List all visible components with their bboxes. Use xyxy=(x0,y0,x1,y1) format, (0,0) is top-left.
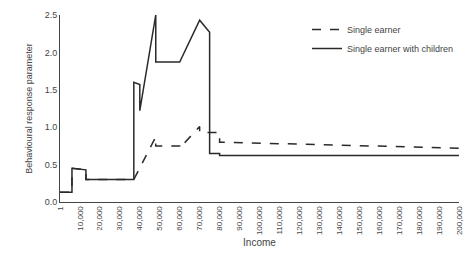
svg-text:30,000: 30,000 xyxy=(115,206,124,231)
svg-text:160,000: 160,000 xyxy=(375,206,384,235)
svg-text:Single earner: Single earner xyxy=(347,25,401,35)
svg-text:0.0: 0.0 xyxy=(45,197,58,207)
svg-text:1: 1 xyxy=(56,206,65,211)
svg-text:80,000: 80,000 xyxy=(215,206,224,231)
svg-text:130,000: 130,000 xyxy=(315,206,324,235)
svg-text:100,000: 100,000 xyxy=(255,206,264,235)
svg-text:110,000: 110,000 xyxy=(275,206,284,235)
svg-text:60,000: 60,000 xyxy=(175,206,184,231)
svg-text:200,000: 200,000 xyxy=(455,206,464,235)
svg-text:Behavioural response parameter: Behavioural response parameter xyxy=(24,43,34,174)
svg-text:120,000: 120,000 xyxy=(295,206,304,235)
svg-text:2.5: 2.5 xyxy=(45,10,58,20)
svg-text:190,000: 190,000 xyxy=(435,206,444,235)
svg-text:180,000: 180,000 xyxy=(415,206,424,235)
svg-text:90,000: 90,000 xyxy=(235,206,244,231)
svg-text:0.5: 0.5 xyxy=(45,160,58,170)
svg-text:2.0: 2.0 xyxy=(45,48,58,58)
svg-text:10,000: 10,000 xyxy=(76,206,85,231)
svg-text:140,000: 140,000 xyxy=(335,206,344,235)
svg-text:Income: Income xyxy=(243,237,276,248)
svg-text:50,000: 50,000 xyxy=(155,206,164,231)
svg-text:1.0: 1.0 xyxy=(45,122,58,132)
svg-text:20,000: 20,000 xyxy=(96,206,105,231)
svg-text:170,000: 170,000 xyxy=(395,206,404,235)
svg-text:Single earner with children: Single earner with children xyxy=(347,44,453,54)
svg-text:70,000: 70,000 xyxy=(195,206,204,231)
svg-text:1.5: 1.5 xyxy=(45,85,58,95)
svg-text:40,000: 40,000 xyxy=(135,206,144,231)
svg-text:150,000: 150,000 xyxy=(355,206,364,235)
